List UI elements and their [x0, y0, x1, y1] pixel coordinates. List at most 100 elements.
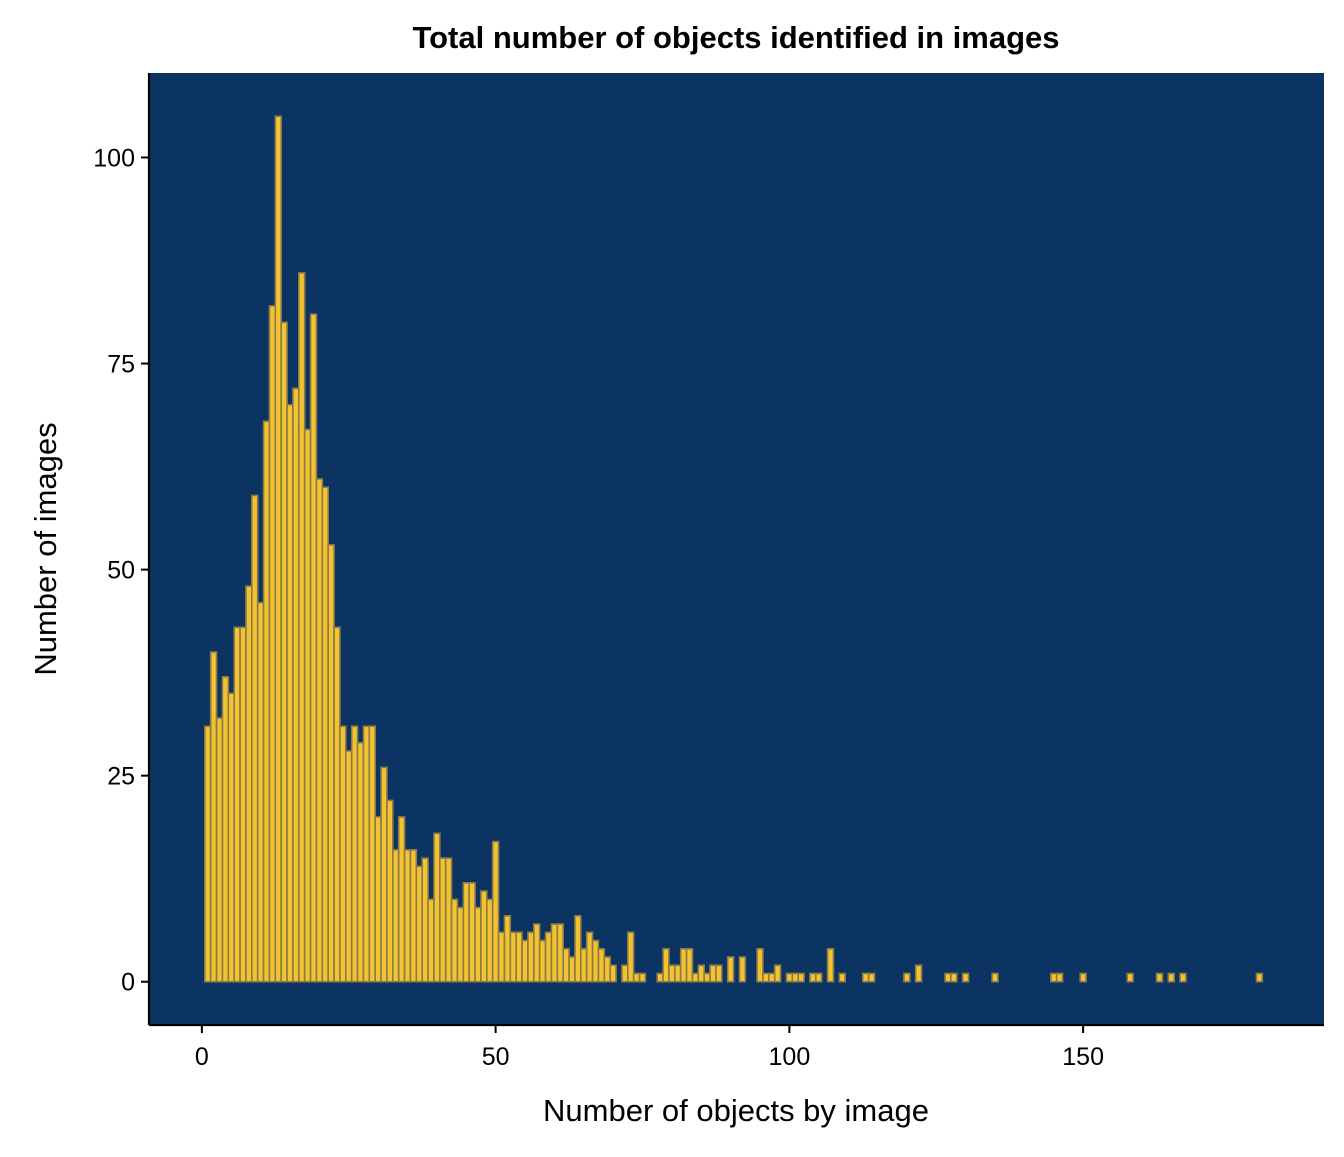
histogram-bar: [862, 972, 870, 983]
y-tick-label: 75: [107, 351, 135, 379]
histogram-bar: [550, 923, 559, 983]
histogram-bar: [262, 420, 271, 983]
histogram-bar: [638, 972, 647, 983]
histogram-bar: [568, 956, 576, 983]
histogram-bar: [944, 972, 952, 983]
histogram-bar: [738, 956, 747, 983]
histogram-bar: [292, 387, 300, 983]
histogram-bar: [574, 914, 582, 983]
y-axis-ticks: 0 25 50 75 100: [93, 144, 149, 997]
histogram-bar: [321, 486, 329, 983]
histogram-bar: [1179, 972, 1187, 983]
histogram-bar: [439, 857, 447, 983]
histogram-bar: [468, 882, 476, 983]
histogram-bar: [515, 931, 523, 983]
histogram-bar: [421, 857, 429, 983]
histogram-bar: [221, 675, 230, 983]
histogram-bar: [298, 272, 306, 983]
histogram-bar: [703, 972, 711, 983]
histogram-bar: [227, 692, 235, 983]
histogram-bar: [726, 956, 735, 983]
y-tick-label: 25: [107, 763, 135, 791]
x-tick-label: 100: [769, 1043, 811, 1071]
histogram-bar: [815, 972, 823, 983]
histogram-bar: [544, 931, 553, 983]
histogram-bar: [350, 725, 359, 983]
histogram-bar: [556, 923, 564, 983]
histogram-bar: [392, 849, 400, 983]
histogram-bar: [809, 972, 817, 983]
histogram-bar: [309, 313, 318, 983]
histogram-bar: [580, 947, 588, 983]
y-tick-label: 50: [107, 557, 135, 585]
histogram-bar: [603, 956, 611, 983]
histogram-bar: [462, 882, 470, 983]
histogram-bar: [339, 725, 347, 983]
histogram-bar: [450, 898, 459, 983]
histogram-bar: [797, 972, 805, 983]
histogram-bar: [662, 947, 670, 983]
histogram-bar: [697, 964, 705, 983]
histogram-bar: [427, 898, 435, 983]
histogram-bar: [838, 972, 846, 983]
x-tick-label: 50: [482, 1043, 510, 1071]
histogram-bar: [245, 585, 253, 983]
histogram-bar: [538, 939, 547, 983]
histogram-bar: [433, 832, 441, 983]
histogram-bar: [1155, 972, 1164, 983]
histogram-bar: [497, 931, 506, 983]
histogram-bar: [773, 964, 782, 983]
x-axis-ticks: 0 50 100 150: [195, 1025, 1104, 1071]
histogram-bar: [356, 741, 365, 983]
histogram-bar: [456, 906, 465, 983]
histogram-bar: [204, 725, 212, 983]
histogram-bar: [327, 544, 335, 983]
histogram-bar: [791, 972, 799, 983]
histogram-bar: [303, 428, 312, 983]
histogram-bar: [503, 914, 512, 983]
histogram-bar: [268, 305, 277, 983]
histogram-bar: [785, 972, 794, 983]
histogram-bar: [762, 972, 770, 983]
histogram-bars: [204, 115, 1264, 983]
histogram-bar: [474, 906, 482, 983]
histogram-bar: [368, 725, 376, 983]
histogram-bar: [591, 939, 600, 983]
histogram-bar: [1055, 972, 1064, 983]
histogram-bar: [239, 626, 247, 983]
histogram-bar: [415, 865, 423, 983]
histogram-bar: [251, 494, 259, 983]
histogram-bar: [756, 947, 764, 983]
histogram-bar: [403, 849, 412, 983]
histogram-bar: [621, 964, 629, 983]
histogram-bar: [826, 947, 835, 983]
x-tick-label: 150: [1062, 1043, 1104, 1071]
histogram-bar: [233, 626, 241, 983]
histogram-bar: [950, 972, 958, 983]
histogram-bar: [768, 972, 776, 983]
histogram-bar: [315, 478, 324, 983]
y-tick-label: 100: [93, 144, 135, 172]
histogram-bar: [914, 964, 923, 983]
histogram-bar: [527, 931, 535, 983]
histogram-bar: [679, 947, 688, 983]
histogram-bar: [533, 923, 541, 983]
histogram-bar: [486, 898, 494, 983]
chart-title: Total number of objects identified in im…: [412, 20, 1059, 55]
x-tick-label: 0: [195, 1043, 209, 1071]
histogram-bar: [480, 890, 488, 983]
y-axis-label: Number of images: [28, 422, 63, 675]
histogram-bar: [1050, 972, 1058, 983]
histogram-bar: [209, 651, 218, 983]
histogram-bar: [509, 931, 517, 983]
histogram-bar: [585, 931, 594, 983]
histogram-bar: [1255, 972, 1264, 983]
histogram-bar: [709, 964, 717, 983]
histogram-bar: [444, 857, 453, 983]
histogram-bar: [961, 972, 970, 983]
histogram-bar: [656, 972, 664, 983]
histogram-bar: [491, 840, 500, 983]
y-tick-label: 0: [121, 969, 135, 997]
